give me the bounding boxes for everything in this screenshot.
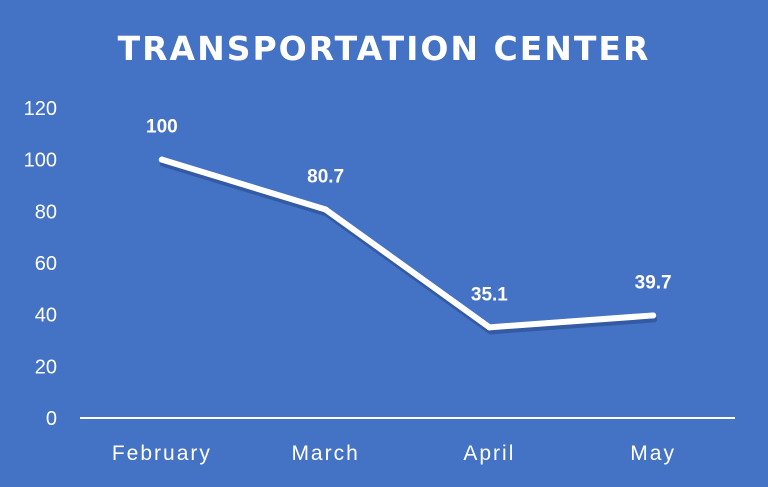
data-label: 35.1 [471,284,508,305]
y-tick-label: 0 [46,408,57,430]
data-point [650,312,657,319]
series-line-path [158,156,657,331]
x-axis: February March April May [112,442,676,465]
y-tick-label: 40 [35,305,57,327]
chart-title: TRANSPORTATION CENTER [118,29,651,68]
y-tick-label: 20 [35,356,57,378]
y-tick-label: 60 [35,253,57,275]
data-label: 80.7 [307,167,344,188]
x-tick-label: March [291,442,359,465]
data-point [486,324,493,331]
x-tick-label: May [630,442,676,465]
data-label: 39.7 [635,272,672,293]
data-point [322,206,329,213]
x-tick-label: April [463,442,515,465]
drop-lines [161,159,654,418]
y-tick-label: 100 [24,150,57,172]
series-line [158,156,658,335]
data-point [158,156,165,163]
x-tick-label: February [112,442,212,465]
data-labels: 100 80.7 35.1 39.7 [146,117,672,306]
series-line-shadow [159,160,658,335]
y-tick-label: 80 [35,201,57,223]
y-tick-label: 120 [24,98,57,120]
y-axis: 0 20 40 60 80 100 120 [24,98,57,430]
data-label: 100 [146,117,178,138]
